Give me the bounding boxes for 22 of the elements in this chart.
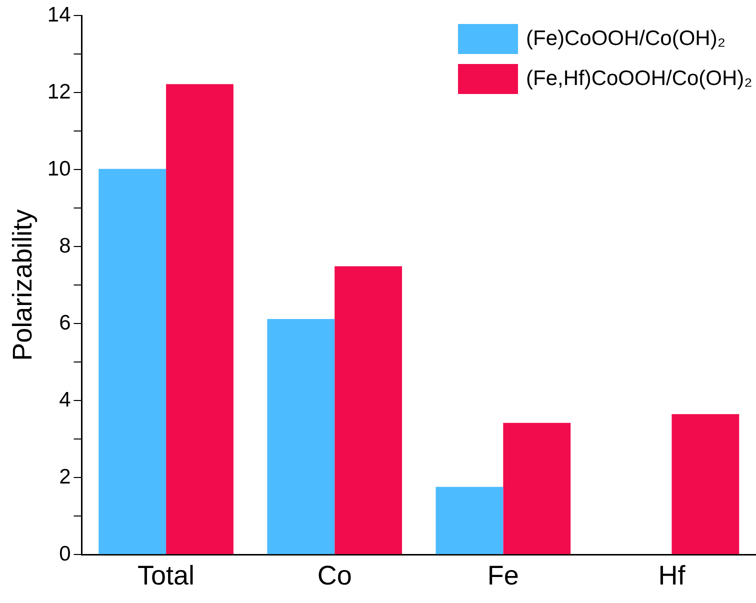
bar: [672, 414, 740, 554]
y-axis-title: Polarizability: [8, 208, 38, 361]
legend-label: (Fe,Hf)CoOOH/Co(OH)₂: [526, 67, 752, 90]
legend-label: (Fe)CoOOH/Co(OH)₂: [526, 27, 726, 50]
x-tick-label: Hf: [658, 560, 686, 590]
y-tick-label: 14: [47, 3, 72, 26]
x-tick-label: Total: [138, 560, 195, 590]
y-tick-label: 4: [59, 388, 72, 412]
y-tick-label: 10: [47, 157, 71, 180]
y-tick-label: 6: [59, 311, 71, 334]
bar: [166, 84, 234, 554]
bar: [436, 486, 504, 554]
bar: [98, 168, 166, 554]
bar: [267, 318, 335, 554]
x-tick-label: Fe: [487, 560, 519, 590]
bar: [503, 422, 571, 554]
y-tick-label: 0: [59, 542, 71, 566]
bar: [334, 266, 402, 554]
x-tick-label: Co: [317, 560, 352, 590]
y-tick-label: 2: [59, 465, 71, 488]
y-tick-label: 8: [59, 234, 71, 258]
y-tick-label: 12: [47, 80, 71, 104]
